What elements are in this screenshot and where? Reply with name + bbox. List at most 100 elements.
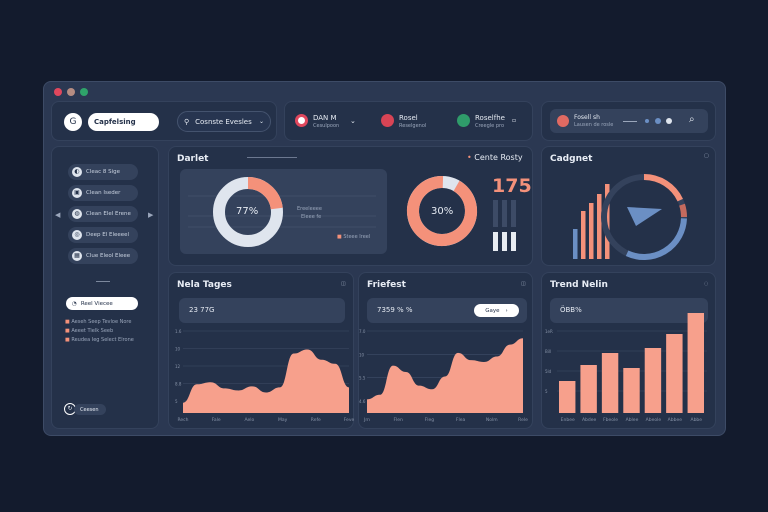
item-label: Clue Eleol Eleee	[86, 253, 131, 259]
y-tick-label: 4.6	[359, 399, 366, 404]
maximize-window-button[interactable]	[80, 88, 88, 96]
item-icon: ◐	[72, 167, 82, 177]
mini-bar	[493, 200, 498, 227]
user-sub: Reselgenol	[399, 123, 427, 129]
y-tick-label: 5.5	[359, 376, 366, 381]
y-tick-label: 1.6	[175, 329, 182, 334]
avatar	[457, 114, 470, 127]
close-window-button[interactable]	[54, 88, 62, 96]
chevron-right-icon: ›	[505, 307, 508, 314]
x-tick-label: Abdee	[582, 417, 597, 423]
clock-icon: ◔	[72, 300, 77, 307]
y-tick-label: 5	[175, 399, 178, 404]
header-left: G Capfelsing ⚲ Cosnste Evesles ⌄	[51, 101, 277, 141]
gauge-bar	[597, 194, 602, 259]
sidebar-item[interactable]: ◐ Cleac 8 Sige	[68, 164, 138, 180]
donut-label: 30%	[431, 206, 454, 217]
profile-bar: Fosell sh Lausen de rosle ⌕	[550, 109, 708, 133]
gauge-bar	[589, 203, 594, 259]
item-label: Clean Iseder	[86, 190, 121, 196]
legend-label: Ereeleeee	[297, 206, 322, 212]
footer-legend: ■ Steee Ireel	[337, 234, 370, 240]
x-tick-label: Fleg	[425, 417, 435, 423]
gauge-bar	[605, 184, 610, 259]
item-label: Clean Elel Erene	[86, 211, 131, 217]
chevron-down-icon: ⌄	[258, 118, 264, 125]
bar-chart: 1eR Bill 5ld 5 Enbee Abdee Fbeole Ablee Abeole Ab…	[545, 313, 707, 423]
gauge-bar	[573, 229, 578, 259]
mini-bar	[502, 232, 507, 251]
go-button[interactable]: Gaye ›	[474, 304, 519, 317]
x-tick-label: Rele	[518, 417, 528, 423]
dropdown-label: Cosnste Evesles	[195, 117, 252, 126]
menu-icon[interactable]: ▫	[512, 117, 517, 124]
gauge-card: Cadgnet ▢	[541, 146, 716, 266]
x-tick-label: Abbee	[668, 417, 683, 423]
sidebar: ◀ ▶ ◐ Cleac 8 Sige ▣ Clean Iseder ◍ Clean E…	[51, 146, 159, 429]
bar	[623, 368, 640, 413]
brand-button[interactable]: Capfelsing	[88, 113, 159, 131]
item-icon: ▦	[72, 251, 82, 261]
big-number: 175	[492, 175, 532, 197]
donut-segment	[213, 177, 283, 247]
chevron-left-icon[interactable]: ◀	[55, 211, 61, 219]
legend-marker: ■	[337, 234, 344, 240]
expand-icon[interactable]: ◫	[521, 281, 526, 287]
footer-button[interactable]: Ceesen	[74, 404, 106, 415]
sidebar-item[interactable]: ◎ Deep El Eleeeel	[68, 227, 138, 243]
x-tick-label: Aelo	[245, 417, 255, 423]
expand-icon[interactable]: ▢	[704, 153, 709, 159]
avatar[interactable]	[557, 115, 569, 127]
minimize-window-button[interactable]	[67, 88, 75, 96]
active-button[interactable]: ◔ Reel Viecee	[66, 297, 138, 310]
x-tick-label: Ablee	[626, 417, 639, 423]
gauge-bar	[581, 211, 586, 259]
x-tick-label: Jrn	[363, 417, 370, 423]
summary-value: 7359 % %	[377, 306, 413, 314]
overview-card: Darlet 77% Ereeleeee Eleee fe ■ Steee Ir…	[168, 146, 533, 266]
area-chart: 7.0 10 5.5 4.6 Jrn Flen Fleg Flea Nolm Rele	[359, 329, 528, 423]
x-tick-label: Nolm	[486, 417, 498, 423]
expand-icon[interactable]: ◫	[341, 281, 346, 287]
legend-marker: ■	[65, 319, 72, 325]
summary-box: ÖBB%	[550, 298, 708, 323]
search-icon[interactable]: ⌕	[689, 114, 695, 125]
user-name: Roselfhe	[475, 114, 505, 122]
bar-card: Trend Nelin ◌ ÖBB% 1eR Bill 5ld 5 Enbee Abdee…	[541, 272, 716, 429]
mini-bar	[511, 232, 516, 251]
dropdown[interactable]: ⚲ Cosnste Evesles ⌄	[177, 111, 271, 132]
card-title: Friefest	[367, 280, 406, 290]
profile-name: Fosell sh	[574, 114, 600, 121]
mini-bar	[511, 200, 516, 227]
bar	[601, 353, 619, 413]
avatar	[295, 114, 308, 127]
y-tick-label: 7.0	[359, 329, 366, 334]
card-title: Cadgnet	[550, 154, 593, 164]
expand-icon[interactable]: ◌	[704, 281, 709, 287]
logo-icon: G	[64, 113, 82, 131]
item-icon: ◎	[72, 230, 82, 240]
status-dot	[645, 119, 649, 123]
x-tick-label: Enbee	[561, 417, 575, 423]
sidebar-item[interactable]: ▣ Clean Iseder	[68, 185, 138, 201]
sidebar-item[interactable]: ◍ Clean Elel Erene	[68, 206, 138, 222]
status-dot	[655, 118, 661, 124]
header-right: Fosell sh Lausen de rosle ⌕	[541, 101, 716, 141]
legend-item: ■ Aeseh Seep Tevloe Nore	[65, 319, 131, 325]
x-tick-label: May	[278, 417, 288, 423]
legend-item: ■ Reudea Ieg Select Elrone	[65, 337, 134, 343]
gauge-arc	[679, 203, 687, 218]
legend-label: Aeeet Tielk Seeb	[71, 328, 114, 334]
card-title: Trend Nelin	[550, 280, 608, 290]
bar	[687, 313, 704, 413]
y-tick-label: 1eR	[545, 329, 553, 334]
gauge-chart	[573, 174, 687, 260]
item-icon: ◍	[72, 209, 82, 219]
header-users: DAN M Cesulpoon ⌄ Rosel Reselgenol Rosel…	[284, 101, 533, 141]
y-tick-label: 5	[545, 389, 548, 394]
y-tick-label: 8.8	[175, 382, 182, 387]
chevron-right-icon[interactable]: ▶	[148, 211, 154, 219]
x-tick-label: Feve	[344, 417, 355, 423]
sidebar-item[interactable]: ▦ Clue Eleol Eleee	[68, 248, 138, 264]
legend-label: Eleee fe	[301, 214, 322, 220]
